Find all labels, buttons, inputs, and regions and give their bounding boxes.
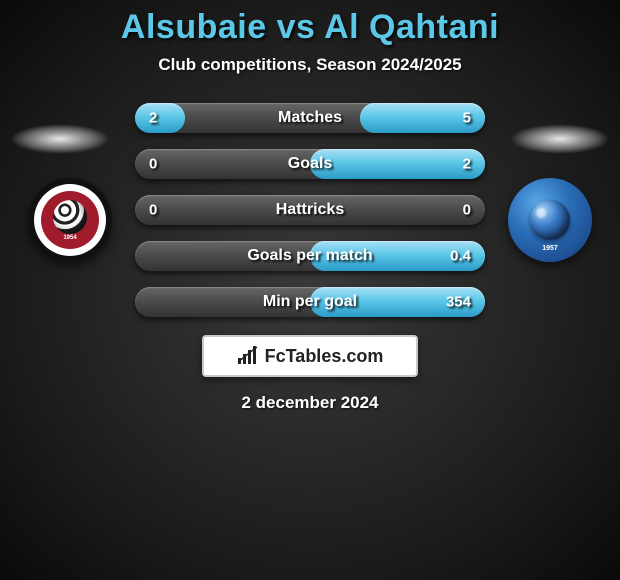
page-subtitle: Club competitions, Season 2024/2025 — [158, 55, 461, 75]
stat-label: Goals — [135, 155, 485, 173]
stat-row: 0.4Goals per match — [135, 241, 485, 271]
stat-row: 00Hattricks — [135, 195, 485, 225]
badge-outer-ring: 1954 — [28, 178, 112, 262]
badge-year-right: 1957 — [542, 245, 558, 252]
team-left-badge: 1954 — [28, 178, 112, 262]
brand-box: FcTables.com — [202, 335, 418, 377]
stats-container: 25Matches 02Goals 00Hattricks 0.4Goals per … — [135, 103, 485, 317]
soccer-ball-icon — [53, 200, 87, 234]
stat-label: Matches — [135, 109, 485, 127]
badge-white-ring: 1954 — [34, 184, 106, 256]
badge-core: 1954 — [41, 191, 99, 249]
badge-year-left: 1954 — [63, 235, 76, 241]
soccer-ball-icon — [530, 200, 570, 240]
stat-label: Hattricks — [135, 201, 485, 219]
badge-blue-outer: 1957 — [508, 178, 592, 262]
team-right-badge: 1957 — [508, 178, 592, 262]
bar-chart-icon — [237, 346, 259, 366]
stat-row: 25Matches — [135, 103, 485, 133]
comparison-card: Alsubaie vs Al Qahtani Club competitions… — [0, 0, 620, 580]
stat-label: Min per goal — [135, 293, 485, 311]
badge-shadow-right — [510, 124, 610, 154]
brand-label: FcTables.com — [265, 346, 384, 367]
page-title: Alsubaie vs Al Qahtani — [121, 8, 499, 47]
date-label: 2 december 2024 — [241, 393, 378, 413]
stat-label: Goals per match — [135, 247, 485, 265]
stat-row: 354Min per goal — [135, 287, 485, 317]
badge-shadow-left — [10, 124, 110, 154]
stat-row: 02Goals — [135, 149, 485, 179]
